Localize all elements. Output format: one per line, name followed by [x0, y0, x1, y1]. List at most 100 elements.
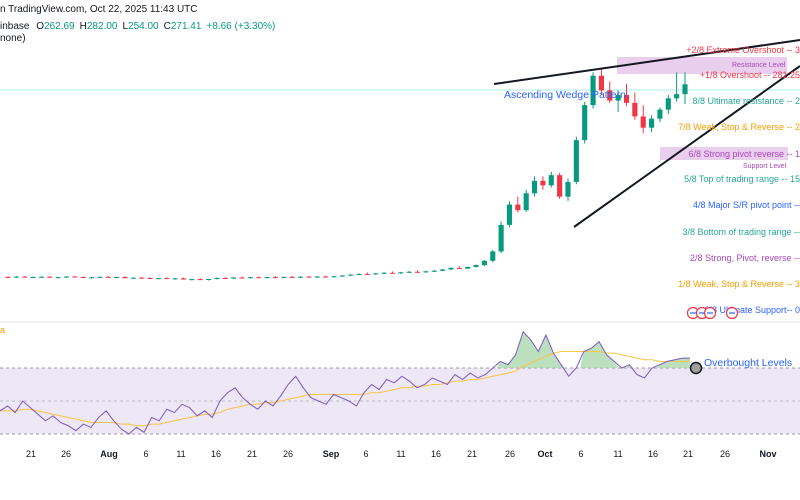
candle-body	[515, 204, 521, 211]
candle-body	[540, 180, 546, 186]
x-tick-label: 26	[61, 449, 71, 459]
x-axis: 21 26 Aug 6 11 16 21 26 Sep 6 11 16 21 26 Oct 6 11 16 21 26…	[26, 449, 777, 459]
candle-body	[389, 272, 396, 274]
murrey-level-label: 4/8 Major S/R pivot point --	[693, 200, 800, 210]
candle-body	[665, 98, 671, 110]
candle-body	[147, 278, 153, 279]
candle-body	[590, 75, 596, 106]
candle-body	[130, 277, 136, 279]
candle-body	[473, 265, 479, 267]
candle-body	[582, 105, 588, 141]
header-symbol: inbase	[0, 21, 30, 32]
x-tick-label: 6	[143, 449, 148, 459]
ohlc-value: 271.41	[170, 21, 202, 32]
candle-body	[607, 90, 613, 101]
x-tick-label: 21	[247, 449, 257, 459]
candle-body	[490, 251, 496, 261]
resistance-label: Resistance Level	[732, 62, 786, 69]
candle-body	[506, 204, 513, 225]
x-tick-label: 26	[720, 449, 730, 459]
candle-body	[431, 270, 437, 272]
header-line3: none)	[0, 33, 26, 44]
candles	[5, 67, 688, 281]
candle-body	[164, 278, 170, 280]
murrey-level-label: +2/8 Extreme Overshoot -- 3	[686, 45, 800, 55]
murrey-level-label: 7/8 Weak, Stop & Reverse -- 2	[678, 122, 800, 132]
candle-body	[122, 276, 128, 279]
support-label: Support Level	[743, 163, 787, 170]
candle-body	[231, 277, 237, 279]
ohlc-value: 282.00	[86, 21, 118, 32]
candle-body	[13, 276, 19, 278]
rsi-label: a	[0, 325, 5, 335]
ohlc-item: H282.00	[80, 21, 118, 32]
candle-body	[172, 278, 178, 280]
candle-body	[72, 276, 78, 278]
candle-body	[406, 271, 412, 273]
candle-body	[38, 276, 44, 278]
candle-body	[256, 277, 262, 279]
x-tick-label: Sep	[323, 449, 340, 459]
murrey-level-label: 5/8 Top of trading range -- 15	[684, 174, 800, 184]
wedge-upper-line	[493, 39, 800, 85]
wedge	[493, 39, 800, 228]
candle-body	[456, 267, 462, 269]
murrey-level-label: +1/8 Overshoot -- 281.25	[700, 70, 800, 80]
x-tick-label: 16	[431, 449, 441, 459]
ohlc-item: +8.66 (+3.30%)	[206, 21, 275, 32]
header-line2: inbase O262.69 H282.00 L254.00 C271.41 +8.66…	[0, 21, 275, 32]
candle-body	[55, 277, 61, 279]
candle-body	[440, 269, 446, 271]
candle-body	[423, 271, 429, 273]
ohlc-value: +8.66 (+3.30%)	[206, 21, 276, 32]
candle-body	[239, 277, 245, 279]
x-tick-label: 11	[176, 449, 185, 459]
murrey-level-label: 1/8 Weak, Stop & Reverse -- 3	[678, 279, 800, 289]
x-tick-label: 16	[648, 449, 658, 459]
candle-body	[623, 94, 630, 103]
candle-body	[448, 267, 454, 270]
candle-body	[331, 276, 337, 278]
candle-body	[640, 116, 646, 128]
rsi-line	[0, 330, 690, 435]
candle-body	[573, 140, 579, 182]
candle-body	[22, 276, 28, 278]
candle-body	[381, 272, 387, 274]
murrey-level-label: 6/8 Strong pivot reverse -- 1	[688, 149, 800, 159]
candle-body	[281, 276, 287, 278]
candle-body	[674, 94, 680, 99]
candle-body	[481, 260, 487, 266]
wedge-label: Ascending Wedge Pattern	[504, 89, 626, 101]
ohlc-item: C271.41	[164, 21, 202, 32]
support-zone	[660, 147, 788, 160]
candle-body	[89, 277, 95, 279]
ohlc-key: L	[122, 21, 129, 32]
candle-body	[206, 279, 212, 281]
x-tick-label: 11	[613, 449, 622, 459]
x-tick-label: 21	[26, 449, 36, 459]
x-tick-label: Aug	[100, 449, 118, 459]
ohlc-key: H	[79, 21, 87, 32]
rsi-pane: Overbought Levels	[0, 330, 800, 435]
candle-body	[657, 109, 663, 119]
candle-body	[247, 277, 253, 279]
candle-body	[615, 94, 621, 101]
murrey-level-label: 0/8 Ultimate Support-- 0	[704, 305, 800, 315]
candle-body	[222, 278, 228, 279]
x-tick-label: 21	[467, 449, 477, 459]
candle-body	[47, 276, 53, 278]
rsi-overbought-fill	[496, 331, 690, 368]
candle-body	[682, 84, 688, 95]
candle-body	[214, 278, 220, 280]
candle-body	[80, 276, 86, 278]
murrey-level-label: 3/8 Bottom of trading range --	[682, 227, 800, 237]
candle-body	[548, 175, 554, 186]
wedge-lower-line	[573, 65, 800, 228]
candle-body	[565, 181, 571, 197]
candle-body	[498, 224, 504, 252]
candle-body	[97, 276, 103, 278]
x-tick-label: 6	[578, 449, 583, 459]
ohlc-item: O262.69	[36, 21, 74, 32]
x-tick-label: Nov	[759, 449, 776, 459]
price-grid	[0, 89, 800, 323]
